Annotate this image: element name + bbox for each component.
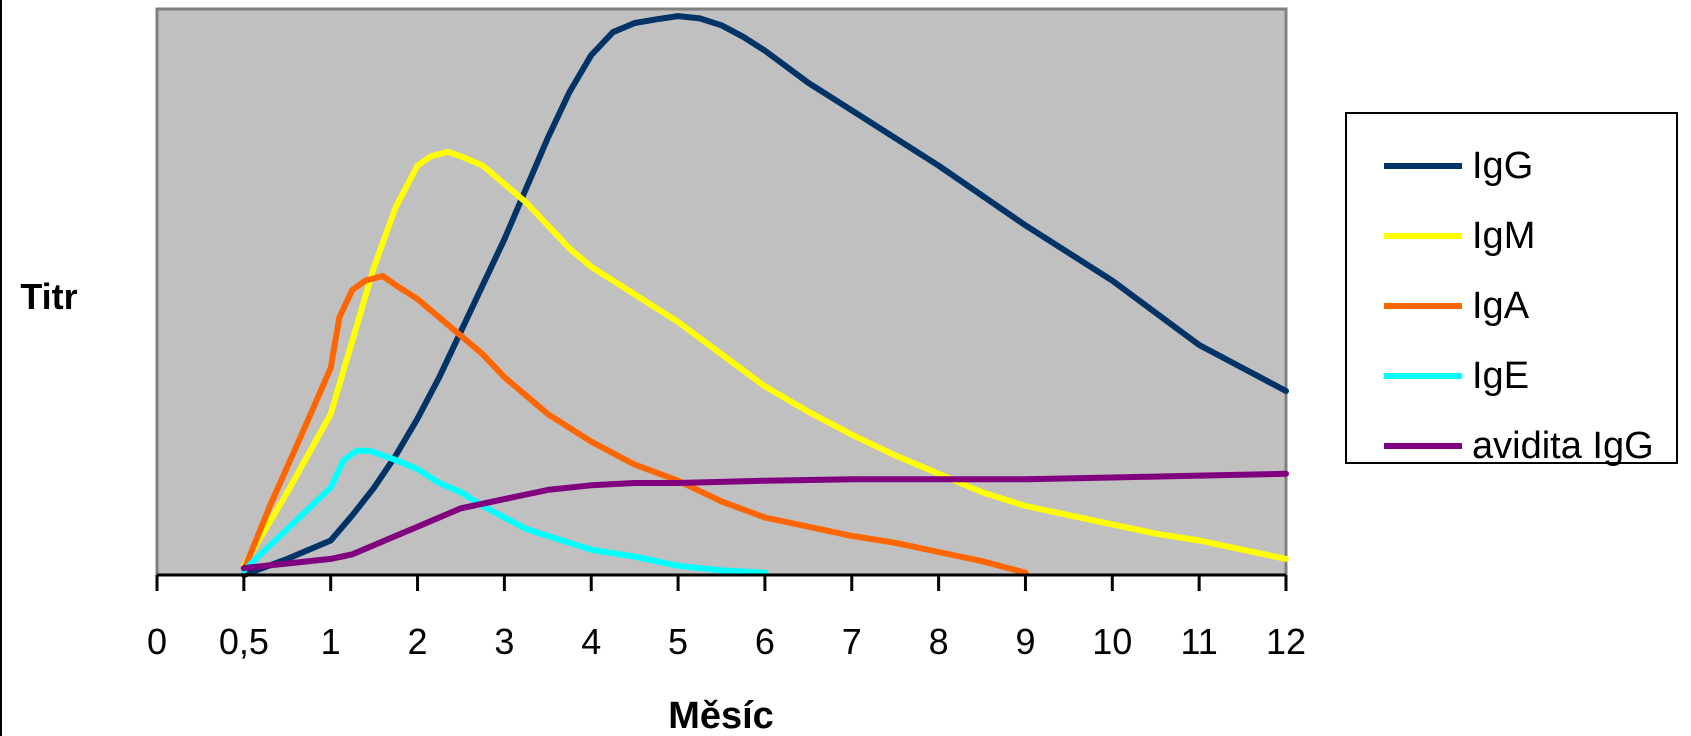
x-tick-label: 2 <box>408 621 428 662</box>
x-tick-label: 8 <box>929 621 949 662</box>
legend-swatch-avidita-igg <box>1384 443 1462 449</box>
x-tick-label: 10 <box>1092 621 1132 662</box>
legend-item-avidita-igg: avidita IgG <box>1347 410 1676 480</box>
legend-label-iga: IgA <box>1472 285 1530 327</box>
x-tick-label: 7 <box>842 621 862 662</box>
left-border-line <box>0 0 2 736</box>
series-line-igg <box>240 13 1289 578</box>
legend-label-ige: IgE <box>1472 355 1530 397</box>
series-line-igm <box>240 148 1289 569</box>
series-layer <box>240 13 1289 578</box>
x-tick-label: 0 <box>147 621 167 662</box>
legend-label-igg: IgG <box>1472 145 1534 187</box>
legend-swatch-ige <box>1384 373 1462 379</box>
legend-item-igm: IgM <box>1347 200 1676 270</box>
legend-label-avidita-igg: avidita IgG <box>1472 425 1654 467</box>
series-line-avidita-igg <box>240 470 1289 572</box>
x-tick-label: 12 <box>1266 621 1306 662</box>
legend-swatch-igm <box>1384 233 1462 239</box>
legend-swatch-iga <box>1384 303 1462 309</box>
x-tick-label: 6 <box>755 621 775 662</box>
series-line-ige <box>240 447 768 576</box>
legend: IgG IgM IgA IgE avidita IgG <box>1345 112 1678 467</box>
x-axis-ticks: 0 0,5 1 2 3 4 5 6 7 8 9 10 11 12 <box>147 575 1306 662</box>
series-line-iga <box>240 273 1029 576</box>
x-axis-title: Měsíc <box>668 695 774 736</box>
x-tick-label: 5 <box>668 621 688 662</box>
legend-label-igm: IgM <box>1472 215 1536 257</box>
legend-item-iga: IgA <box>1347 270 1676 340</box>
legend-item-igg: IgG <box>1347 130 1676 200</box>
x-tick-label: 3 <box>494 621 514 662</box>
x-tick-label: 11 <box>1180 621 1217 662</box>
legend-item-ige: IgE <box>1347 340 1676 410</box>
y-axis-title: Titr <box>20 276 77 317</box>
x-tick-label: 4 <box>581 621 601 662</box>
x-tick-label: 0,5 <box>219 621 269 662</box>
x-tick-label: 1 <box>321 621 341 662</box>
legend-swatch-igg <box>1384 163 1462 169</box>
x-tick-label: 9 <box>1015 621 1035 662</box>
